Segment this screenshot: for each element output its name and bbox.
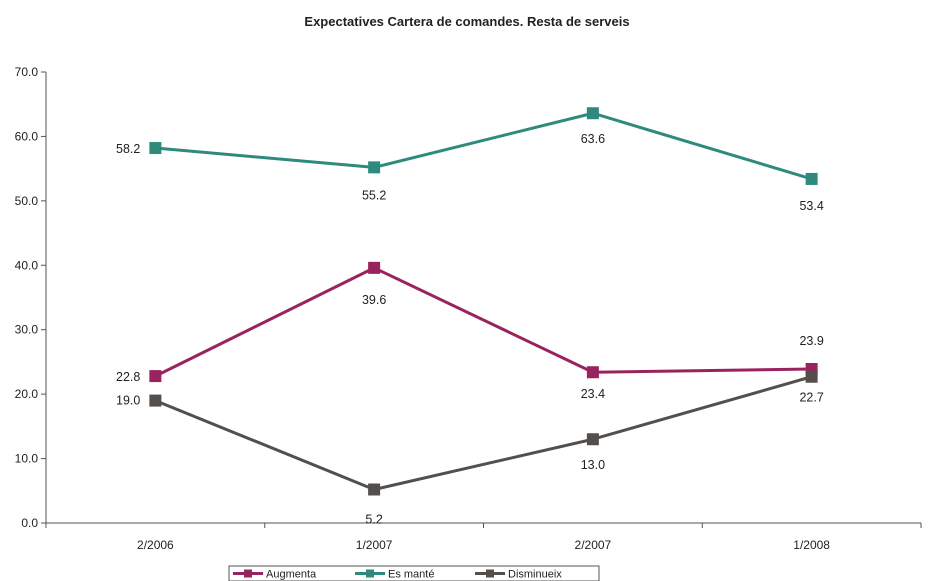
legend-marker [486, 569, 494, 578]
data-label: 19.0 [116, 394, 140, 408]
legend-box [228, 565, 600, 581]
data-label: 5.2 [365, 512, 382, 526]
data-point-marker [149, 370, 162, 383]
data-label: 58.2 [116, 142, 140, 156]
y-tick-label: 30.0 [15, 323, 39, 337]
data-point-marker [805, 370, 818, 383]
series-line-Augmenta [154, 266, 812, 378]
y-tick-label: 60.0 [15, 129, 39, 143]
data-point-marker [805, 172, 818, 185]
data-point-marker [149, 142, 162, 155]
y-tick-label: 40.0 [15, 258, 39, 272]
y-tick-label: 20.0 [15, 387, 39, 401]
series-line-Disminueix [154, 375, 813, 491]
data-point-marker [368, 261, 381, 274]
x-tick-label: 2/2006 [137, 538, 174, 552]
data-point-marker [368, 483, 381, 496]
chart-legend: Augmenta Es manté Disminueix [228, 565, 600, 581]
series-line-Es manté [155, 111, 813, 181]
data-point-marker [586, 107, 599, 120]
x-tick-label: 1/2007 [356, 538, 393, 552]
legend-marker [366, 569, 374, 578]
data-label: 23.4 [581, 387, 605, 401]
y-tick-label: 70.0 [15, 65, 39, 79]
chart-title: Expectatives Cartera de comandes. Resta … [304, 14, 629, 29]
legend-label: Disminueix [508, 569, 562, 581]
legend-label: Augmenta [266, 569, 317, 581]
data-label: 22.7 [799, 391, 823, 405]
data-point-marker [368, 161, 381, 174]
data-point-marker [586, 366, 599, 379]
data-label: 23.9 [799, 334, 823, 348]
data-point-marker [586, 433, 599, 446]
data-label: 55.2 [362, 188, 386, 202]
data-point-marker [149, 394, 162, 407]
legend-marker [244, 569, 252, 578]
data-label: 53.4 [799, 199, 823, 213]
data-label: 13.0 [581, 458, 605, 472]
data-label: 63.6 [581, 132, 605, 146]
data-label: 22.8 [116, 370, 140, 384]
x-tick-label: 2/2007 [575, 538, 612, 552]
chart-series [149, 107, 818, 496]
y-tick-label: 0.0 [21, 516, 38, 530]
y-tick-label: 50.0 [15, 194, 39, 208]
chart-data-labels: 22.8 39.6 23.4 23.9 58.2 55.2 63.6 53.4 19.0 5.2 1… [116, 132, 824, 526]
legend-label: Es manté [388, 569, 434, 581]
chart-axes: 0.0 10.0 20.0 30.0 40.0 50.0 60.0 70.0 2/2006 1/2… [15, 65, 922, 552]
x-tick-label: 1/2008 [793, 538, 830, 552]
y-tick-label: 10.0 [15, 452, 39, 466]
data-label: 39.6 [362, 293, 386, 307]
